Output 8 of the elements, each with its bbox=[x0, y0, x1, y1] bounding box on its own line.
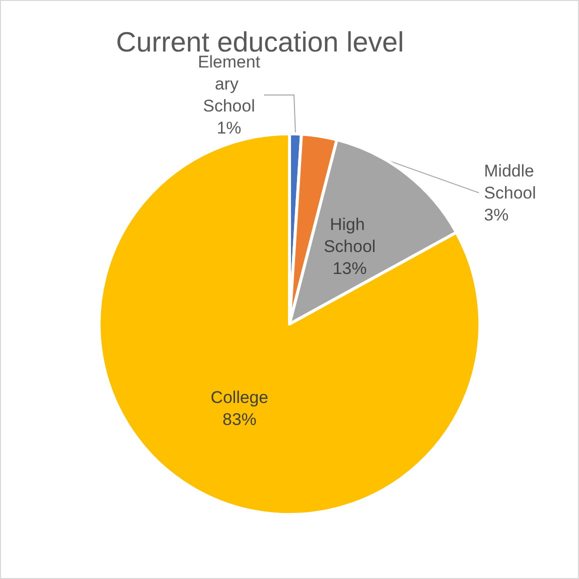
data-label: 3% bbox=[484, 205, 509, 224]
slice-label: Middle School bbox=[484, 161, 539, 202]
data-label: 13% bbox=[332, 259, 367, 278]
data-label: 1% bbox=[216, 118, 242, 138]
slice-label: Elementary School bbox=[198, 52, 260, 116]
slice-label: College bbox=[210, 388, 268, 408]
slice-label: High School bbox=[324, 215, 376, 256]
data-label: 83% bbox=[222, 410, 257, 430]
